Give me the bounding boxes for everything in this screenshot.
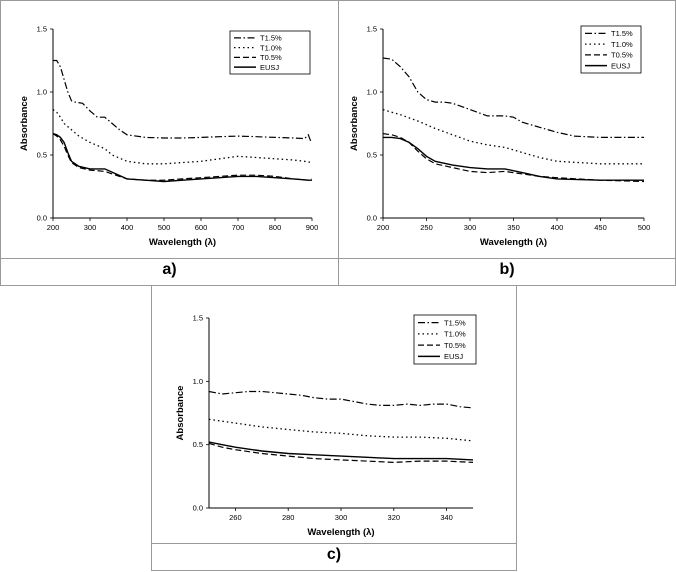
legend-entry: T0.5% [611,51,633,60]
x-tick-label: 500 [158,223,171,232]
chart-a: 200 300 400 500 600 700 800 900 0.0 0.5 1.0 1.5 Wave… [19,25,319,249]
panel-c-divider [152,543,516,544]
series-line-eusj [208,441,474,461]
panel-c: 260 280 300 320 340 0.0 0.5 1.0 1.5 Wavelength (λ… [151,285,517,571]
y-tick-label: 1.0 [193,377,203,386]
y-tick-label: 0.5 [193,440,203,449]
series-line-t0-5- [382,133,645,183]
x-tick-label: 400 [551,223,564,232]
chart-b: 200 250 300 350 400 450 500 0.0 0.5 1.0 1.5 Wavelen… [349,25,651,249]
legend-entry: T1.5% [260,34,282,43]
series-line-eusj [52,132,312,183]
series-line-t1-5- [53,59,313,143]
panel-a-divider [1,258,338,259]
x-axis-label: Wavelength (λ) [307,527,374,538]
x-tick-label: 400 [121,223,134,232]
y-tick-label: 1.5 [37,25,47,34]
y-tick-label: 0.0 [367,214,377,223]
legend-entry: T0.5% [444,341,466,350]
y-axis-label: Absorbance [19,96,30,151]
series-line-eusj [383,136,644,181]
panel-a: 200 300 400 500 600 700 800 900 0.0 0.5 1.0 1.5 Wave… [0,0,339,286]
x-tick-label: 200 [377,223,390,232]
x-tick-label: 340 [440,513,453,522]
y-axis-label: Absorbance [175,386,186,441]
x-tick-label: 350 [507,223,520,232]
y-tick-label: 0.5 [367,151,377,160]
x-tick-label: 320 [388,513,401,522]
panel-b-divider [339,258,675,259]
y-tick-label: 0.0 [193,504,203,513]
y-tick-label: 1.5 [367,25,377,34]
legend-entry: EUSJ [611,61,630,70]
x-tick-label: 260 [229,513,242,522]
x-tick-label: 500 [638,223,651,232]
series-line-t1-0- [52,109,313,165]
x-tick-label: 300 [464,223,477,232]
x-tick-label: 800 [269,223,282,232]
y-tick-label: 0.5 [37,151,47,160]
legend-entry: EUSJ [260,63,279,72]
x-tick-label: 300 [84,223,97,232]
x-tick-label: 200 [47,223,60,232]
x-tick-label: 250 [420,223,433,232]
series-line-t1-5- [382,57,644,138]
x-axis-label: Wavelength (λ) [480,237,547,248]
legend-entry: EUSJ [444,352,463,361]
y-tick-label: 1.0 [367,88,377,97]
y-tick-label: 1.0 [37,88,47,97]
x-tick-label: 280 [282,513,295,522]
legend-entry: T0.5% [260,53,282,62]
panel-b: 200 250 300 350 400 450 500 0.0 0.5 1.0 1.5 Wavelen… [338,0,676,286]
legend-entry: T1.5% [444,318,466,327]
panel-c-label: c) [326,546,342,563]
series-line-t0-5- [208,442,474,464]
x-tick-label: 600 [195,223,208,232]
chart-c: 260 280 300 320 340 0.0 0.5 1.0 1.5 Wavelength (λ… [175,314,477,538]
panel-b-label: b) [499,261,515,278]
y-tick-label: 0.0 [37,214,47,223]
panel-a-label: a) [162,261,177,278]
y-tick-label: 1.5 [193,314,203,323]
legend-entry: T1.0% [611,40,633,49]
legend-entry: T1.0% [444,330,466,339]
series-line-t1-5- [208,390,474,409]
series-line-t1-0- [208,418,474,442]
series-line-t0-5- [52,133,313,181]
y-axis-label: Absorbance [349,96,360,151]
x-tick-label: 700 [232,223,245,232]
x-axis-label: Wavelength (λ) [149,237,216,248]
x-tick-label: 450 [594,223,607,232]
x-tick-label: 300 [335,513,348,522]
legend-entry: T1.0% [260,43,282,52]
x-tick-label: 900 [306,223,319,232]
legend-entry: T1.5% [611,29,633,38]
